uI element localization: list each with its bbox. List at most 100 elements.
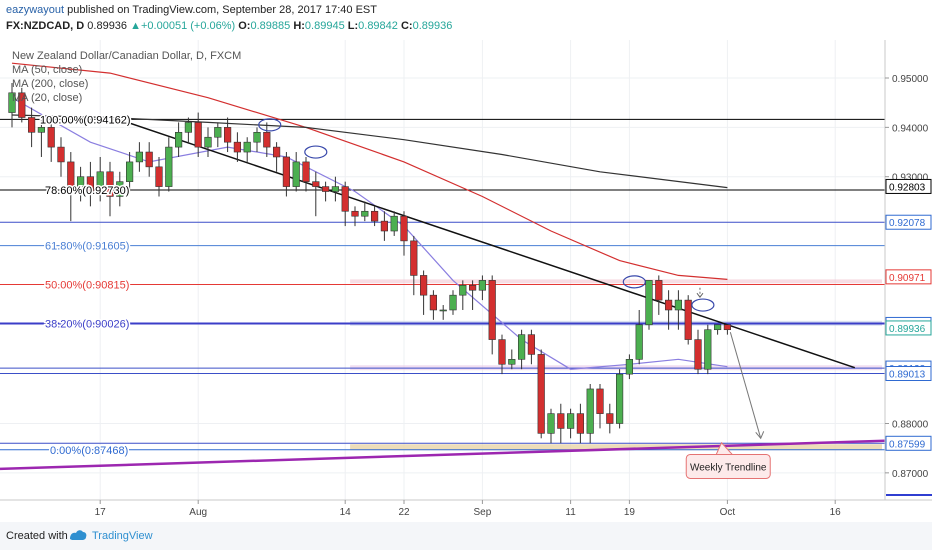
footer-bar: Created with TradingView — [0, 522, 932, 550]
fib-level-label: 61.80%(0.91605) — [45, 241, 129, 253]
price-chart[interactable]: Weekly Trendline New Zealand Dollar/Cana… — [0, 40, 932, 522]
price-tag-box — [885, 320, 932, 336]
price-tag-label: 0.87599 — [889, 439, 926, 450]
candle — [106, 161, 114, 217]
candle-body — [508, 359, 516, 365]
candle-body — [655, 280, 663, 301]
candle-body — [586, 388, 594, 434]
tradingview-logo-icon[interactable] — [68, 526, 88, 544]
price-tag-box — [885, 178, 932, 194]
time-axis-ticks[interactable]: 17 Aug 14 22 Sep 11 19 Oct 16 — [95, 500, 842, 518]
open-value: 0.89885 — [250, 20, 291, 32]
fibonacci-labels: 100.00%(0.94162) 78.60%(0.92730) 61.80%(0.… — [39, 113, 133, 458]
touch-marker-ellipse — [622, 275, 646, 289]
candle — [596, 384, 604, 429]
time-tick-label: 16 — [830, 507, 842, 518]
up-arrow-icon: ▲ — [130, 20, 141, 32]
candle-body — [243, 141, 251, 153]
candle-body — [664, 299, 673, 311]
projection-arrowhead-icon — [755, 431, 765, 440]
candle — [664, 290, 673, 330]
fib-level-label: 38.20%(0.90026) — [45, 319, 129, 331]
candle-body — [380, 220, 389, 232]
candle-body — [606, 413, 614, 424]
candle — [547, 408, 555, 444]
candle — [537, 349, 545, 439]
tradingview-brand-link[interactable]: TradingView — [92, 530, 153, 542]
candle — [606, 403, 614, 434]
candle-body — [615, 373, 624, 424]
low-value: 0.89842 — [358, 20, 398, 32]
ohlc-line: FX:NZDCAD, D 0.89936 ▲+0.00051 (+0.06%) … — [6, 20, 452, 32]
candle-body — [351, 210, 359, 217]
candle — [155, 156, 163, 197]
fibonacci-levels — [0, 118, 885, 451]
candle — [67, 152, 75, 222]
candle — [586, 384, 594, 444]
touch-marker-ellipse — [304, 145, 328, 159]
candle-body — [557, 413, 565, 429]
candle — [400, 211, 408, 256]
low-label: L: — [347, 20, 359, 32]
candle — [625, 354, 633, 380]
candle-body — [233, 141, 242, 153]
candle — [96, 156, 104, 202]
candle-body — [86, 176, 94, 192]
candle — [429, 290, 438, 320]
close-label: C: — [400, 20, 413, 32]
candle-body — [498, 339, 506, 365]
candle — [576, 403, 584, 444]
indicator-ma20-label[interactable]: MA (20, close) — [12, 92, 82, 104]
candle — [723, 324, 731, 335]
candle — [468, 280, 477, 310]
time-tick-label: 22 — [398, 507, 410, 518]
candle-body — [478, 280, 487, 291]
chart-header: eazywayout published on TradingView.com,… — [0, 0, 932, 40]
price-tick-label: 0.88000 — [892, 419, 929, 430]
candle-body — [645, 280, 653, 326]
candle-body — [674, 299, 682, 311]
touch-marker-ellipse — [691, 298, 715, 312]
candle-body — [429, 294, 438, 311]
candle — [645, 280, 653, 330]
price-tag-label: 0.89936 — [889, 324, 926, 335]
drawing-annotations: Weekly Trendline — [258, 118, 771, 479]
candle-body — [341, 186, 349, 212]
candle — [566, 408, 575, 439]
candle-body — [214, 127, 222, 138]
callout-box — [685, 453, 771, 479]
candle — [439, 305, 447, 320]
symbol-label: FX:NZDCAD, D — [6, 20, 85, 32]
candle — [331, 176, 340, 202]
author-name[interactable]: eazywayout — [6, 4, 65, 16]
candle — [282, 152, 291, 197]
candle — [390, 211, 398, 236]
candle-body — [194, 122, 202, 148]
candle-body — [106, 171, 114, 197]
indicator-ma50-label[interactable]: MA (50, close) — [12, 64, 82, 76]
candle — [615, 369, 624, 429]
candle — [370, 206, 379, 227]
candle-body — [635, 324, 643, 360]
candle-body — [126, 161, 134, 182]
candle-body — [439, 309, 447, 312]
candle-body — [165, 146, 173, 187]
open-label: O: — [238, 20, 251, 32]
candle — [214, 122, 222, 148]
candle — [419, 270, 428, 315]
candle — [459, 280, 467, 310]
candle-body — [145, 151, 153, 168]
candle — [57, 137, 65, 177]
candle — [165, 137, 173, 192]
candle — [694, 329, 702, 375]
fib-level-label: 78.60%(0.92730) — [45, 185, 129, 197]
candle-body — [272, 146, 281, 158]
candle-body — [18, 92, 26, 118]
price-tag-box — [885, 366, 932, 381]
price-tag-box — [885, 214, 932, 230]
candle — [126, 152, 134, 192]
candle-body — [400, 215, 408, 242]
indicator-ma200-label[interactable]: MA (200, close) — [12, 78, 88, 90]
candle-body — [713, 324, 722, 331]
created-with-text: Created with — [6, 530, 68, 542]
